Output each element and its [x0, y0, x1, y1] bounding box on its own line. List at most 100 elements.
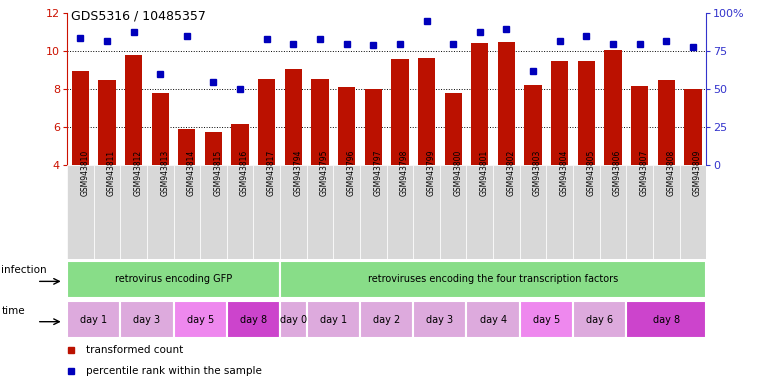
Bar	[253, 165, 280, 259]
Text: GSM943811: GSM943811	[107, 150, 116, 196]
Text: GSM943795: GSM943795	[320, 149, 329, 196]
Bar	[67, 301, 120, 338]
Text: GSM943803: GSM943803	[533, 149, 542, 196]
Bar	[258, 79, 275, 165]
Bar	[551, 61, 568, 165]
Bar	[98, 80, 116, 165]
Bar	[333, 165, 360, 259]
Bar	[466, 165, 493, 259]
Text: day 4: day 4	[479, 314, 507, 325]
Bar	[205, 132, 222, 165]
Bar	[307, 165, 333, 259]
Text: transformed count: transformed count	[86, 344, 183, 354]
Text: GSM943816: GSM943816	[240, 149, 249, 196]
Text: time: time	[2, 306, 25, 316]
Text: GSM943797: GSM943797	[374, 149, 382, 196]
Text: day 6: day 6	[586, 314, 613, 325]
Text: GSM943809: GSM943809	[693, 149, 702, 196]
Text: day 5: day 5	[186, 314, 214, 325]
Bar	[524, 86, 542, 165]
Text: retroviruses encoding the four transcription factors: retroviruses encoding the four transcrip…	[368, 274, 618, 285]
Text: day 5: day 5	[533, 314, 560, 325]
Bar	[227, 165, 253, 259]
Text: day 0: day 0	[280, 314, 307, 325]
Bar	[498, 42, 515, 165]
Text: day 8: day 8	[240, 314, 267, 325]
Bar	[280, 261, 706, 298]
Text: infection: infection	[2, 265, 47, 275]
Bar	[67, 165, 94, 259]
Bar	[365, 89, 382, 165]
Bar	[573, 165, 600, 259]
Bar	[67, 261, 280, 298]
Text: day 3: day 3	[426, 314, 454, 325]
Bar	[578, 61, 595, 165]
Text: day 2: day 2	[373, 314, 400, 325]
Bar	[573, 301, 626, 338]
Bar	[413, 165, 440, 259]
Bar	[600, 165, 626, 259]
Bar	[94, 165, 120, 259]
Text: GSM943812: GSM943812	[134, 150, 142, 196]
Bar	[418, 58, 435, 165]
Text: GSM943805: GSM943805	[587, 149, 595, 196]
Bar	[493, 165, 520, 259]
Text: GSM943799: GSM943799	[427, 149, 435, 196]
Bar	[604, 50, 622, 165]
Bar	[285, 70, 302, 165]
Bar	[653, 165, 680, 259]
Bar	[174, 165, 200, 259]
Bar	[280, 301, 307, 338]
Bar	[471, 43, 489, 165]
Bar	[72, 71, 89, 165]
Bar	[546, 165, 573, 259]
Bar	[125, 55, 142, 165]
Bar	[151, 93, 169, 165]
Bar	[280, 165, 307, 259]
Bar	[387, 165, 413, 259]
Text: GSM943814: GSM943814	[187, 149, 196, 196]
Bar	[360, 165, 387, 259]
Bar	[626, 165, 653, 259]
Text: day 1: day 1	[80, 314, 107, 325]
Text: GSM943817: GSM943817	[267, 149, 275, 196]
Text: GSM943807: GSM943807	[640, 149, 648, 196]
Text: GSM943796: GSM943796	[346, 149, 355, 196]
Bar	[684, 89, 702, 165]
Bar	[391, 59, 409, 165]
Bar	[360, 301, 413, 338]
Bar	[440, 165, 466, 259]
Bar	[178, 129, 196, 165]
Text: GSM943798: GSM943798	[400, 149, 409, 196]
Text: GSM943815: GSM943815	[213, 149, 222, 196]
Text: GSM943800: GSM943800	[454, 149, 462, 196]
Text: day 3: day 3	[133, 314, 161, 325]
Text: day 8: day 8	[653, 314, 680, 325]
Bar	[200, 165, 227, 259]
Text: GSM943813: GSM943813	[160, 149, 169, 196]
Bar	[413, 301, 466, 338]
Bar	[120, 165, 147, 259]
Bar	[307, 301, 360, 338]
Text: GSM943806: GSM943806	[613, 149, 622, 196]
Bar	[231, 124, 249, 165]
Bar	[680, 165, 706, 259]
Bar	[626, 301, 706, 338]
Bar	[311, 79, 329, 165]
Text: GSM943801: GSM943801	[480, 149, 489, 196]
Bar	[227, 301, 280, 338]
Bar	[631, 86, 648, 165]
Text: day 1: day 1	[320, 314, 347, 325]
Text: percentile rank within the sample: percentile rank within the sample	[86, 366, 262, 376]
Text: GSM943794: GSM943794	[294, 149, 302, 196]
Text: GSM943804: GSM943804	[560, 149, 568, 196]
Bar	[174, 301, 227, 338]
Bar	[520, 301, 573, 338]
Text: GSM943810: GSM943810	[80, 149, 89, 196]
Text: GSM943802: GSM943802	[507, 149, 515, 196]
Bar	[520, 165, 546, 259]
Text: GSM943808: GSM943808	[667, 149, 675, 196]
Bar	[658, 80, 675, 165]
Bar	[120, 301, 174, 338]
Bar	[338, 87, 355, 165]
